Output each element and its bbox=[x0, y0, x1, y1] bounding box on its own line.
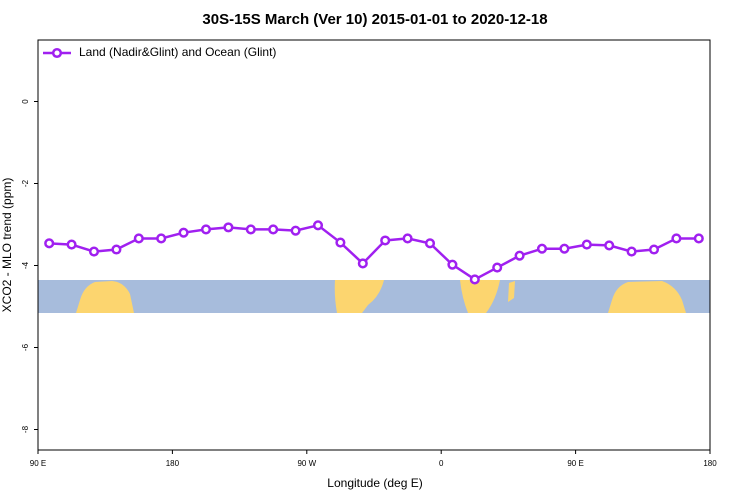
point bbox=[335, 237, 346, 248]
plot-frame bbox=[37, 39, 711, 451]
y-tick-label: 0 bbox=[21, 99, 30, 104]
point bbox=[245, 224, 256, 235]
point bbox=[604, 240, 615, 251]
point bbox=[492, 262, 503, 273]
chart-title: 30S-15S March (Ver 10) 2015-01-01 to 202… bbox=[202, 11, 547, 28]
point bbox=[693, 233, 704, 244]
point bbox=[44, 238, 55, 249]
point bbox=[514, 250, 525, 261]
point bbox=[268, 224, 279, 235]
point bbox=[312, 220, 324, 231]
point bbox=[648, 244, 660, 255]
x-tick-label: 0 bbox=[439, 459, 444, 468]
x-axis-label: Longitude (deg E) bbox=[327, 476, 422, 490]
x-tick-label: 90 E bbox=[30, 459, 46, 468]
point bbox=[223, 222, 234, 233]
point bbox=[447, 259, 458, 270]
point bbox=[559, 243, 570, 254]
point bbox=[357, 258, 368, 269]
y-tick-label: -8 bbox=[21, 425, 30, 433]
x-tick-label: 180 bbox=[166, 459, 180, 468]
point bbox=[380, 235, 391, 246]
y-tick-label: -6 bbox=[21, 343, 30, 351]
point bbox=[88, 246, 100, 257]
point bbox=[200, 224, 212, 235]
point bbox=[581, 239, 592, 250]
point bbox=[66, 239, 77, 250]
point bbox=[424, 238, 436, 249]
y-tick-label: -2 bbox=[21, 179, 30, 187]
y-tick-label: -4 bbox=[21, 261, 30, 269]
point bbox=[111, 244, 122, 255]
point bbox=[156, 233, 167, 244]
x-tick-label: 90 W bbox=[297, 459, 316, 468]
point bbox=[671, 233, 682, 244]
map-strip bbox=[38, 280, 710, 313]
point bbox=[178, 227, 189, 238]
legend-marker bbox=[51, 47, 63, 59]
series-line bbox=[49, 223, 699, 281]
point bbox=[133, 233, 144, 244]
legend-label: Land (Nadir&Glint) and Ocean (Glint) bbox=[79, 45, 276, 59]
point bbox=[469, 274, 480, 285]
point bbox=[626, 246, 637, 257]
y-axis-label: XCO2 - MLO trend (ppm) bbox=[0, 178, 14, 313]
point bbox=[536, 243, 548, 254]
x-tick-label: 180 bbox=[703, 459, 717, 468]
point bbox=[402, 233, 413, 244]
point bbox=[290, 225, 301, 236]
x-tick-label: 90 E bbox=[567, 459, 583, 468]
